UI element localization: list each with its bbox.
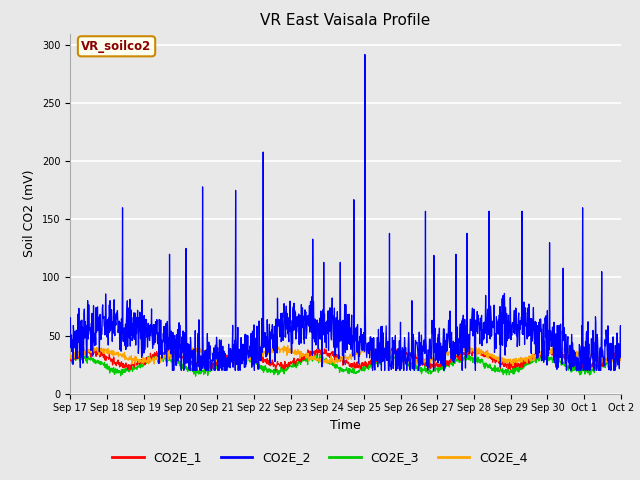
Legend: CO2E_1, CO2E_2, CO2E_3, CO2E_4: CO2E_1, CO2E_2, CO2E_3, CO2E_4	[108, 446, 532, 469]
Text: VR_soilco2: VR_soilco2	[81, 40, 152, 53]
Y-axis label: Soil CO2 (mV): Soil CO2 (mV)	[24, 170, 36, 257]
X-axis label: Time: Time	[330, 419, 361, 432]
Title: VR East Vaisala Profile: VR East Vaisala Profile	[260, 13, 431, 28]
